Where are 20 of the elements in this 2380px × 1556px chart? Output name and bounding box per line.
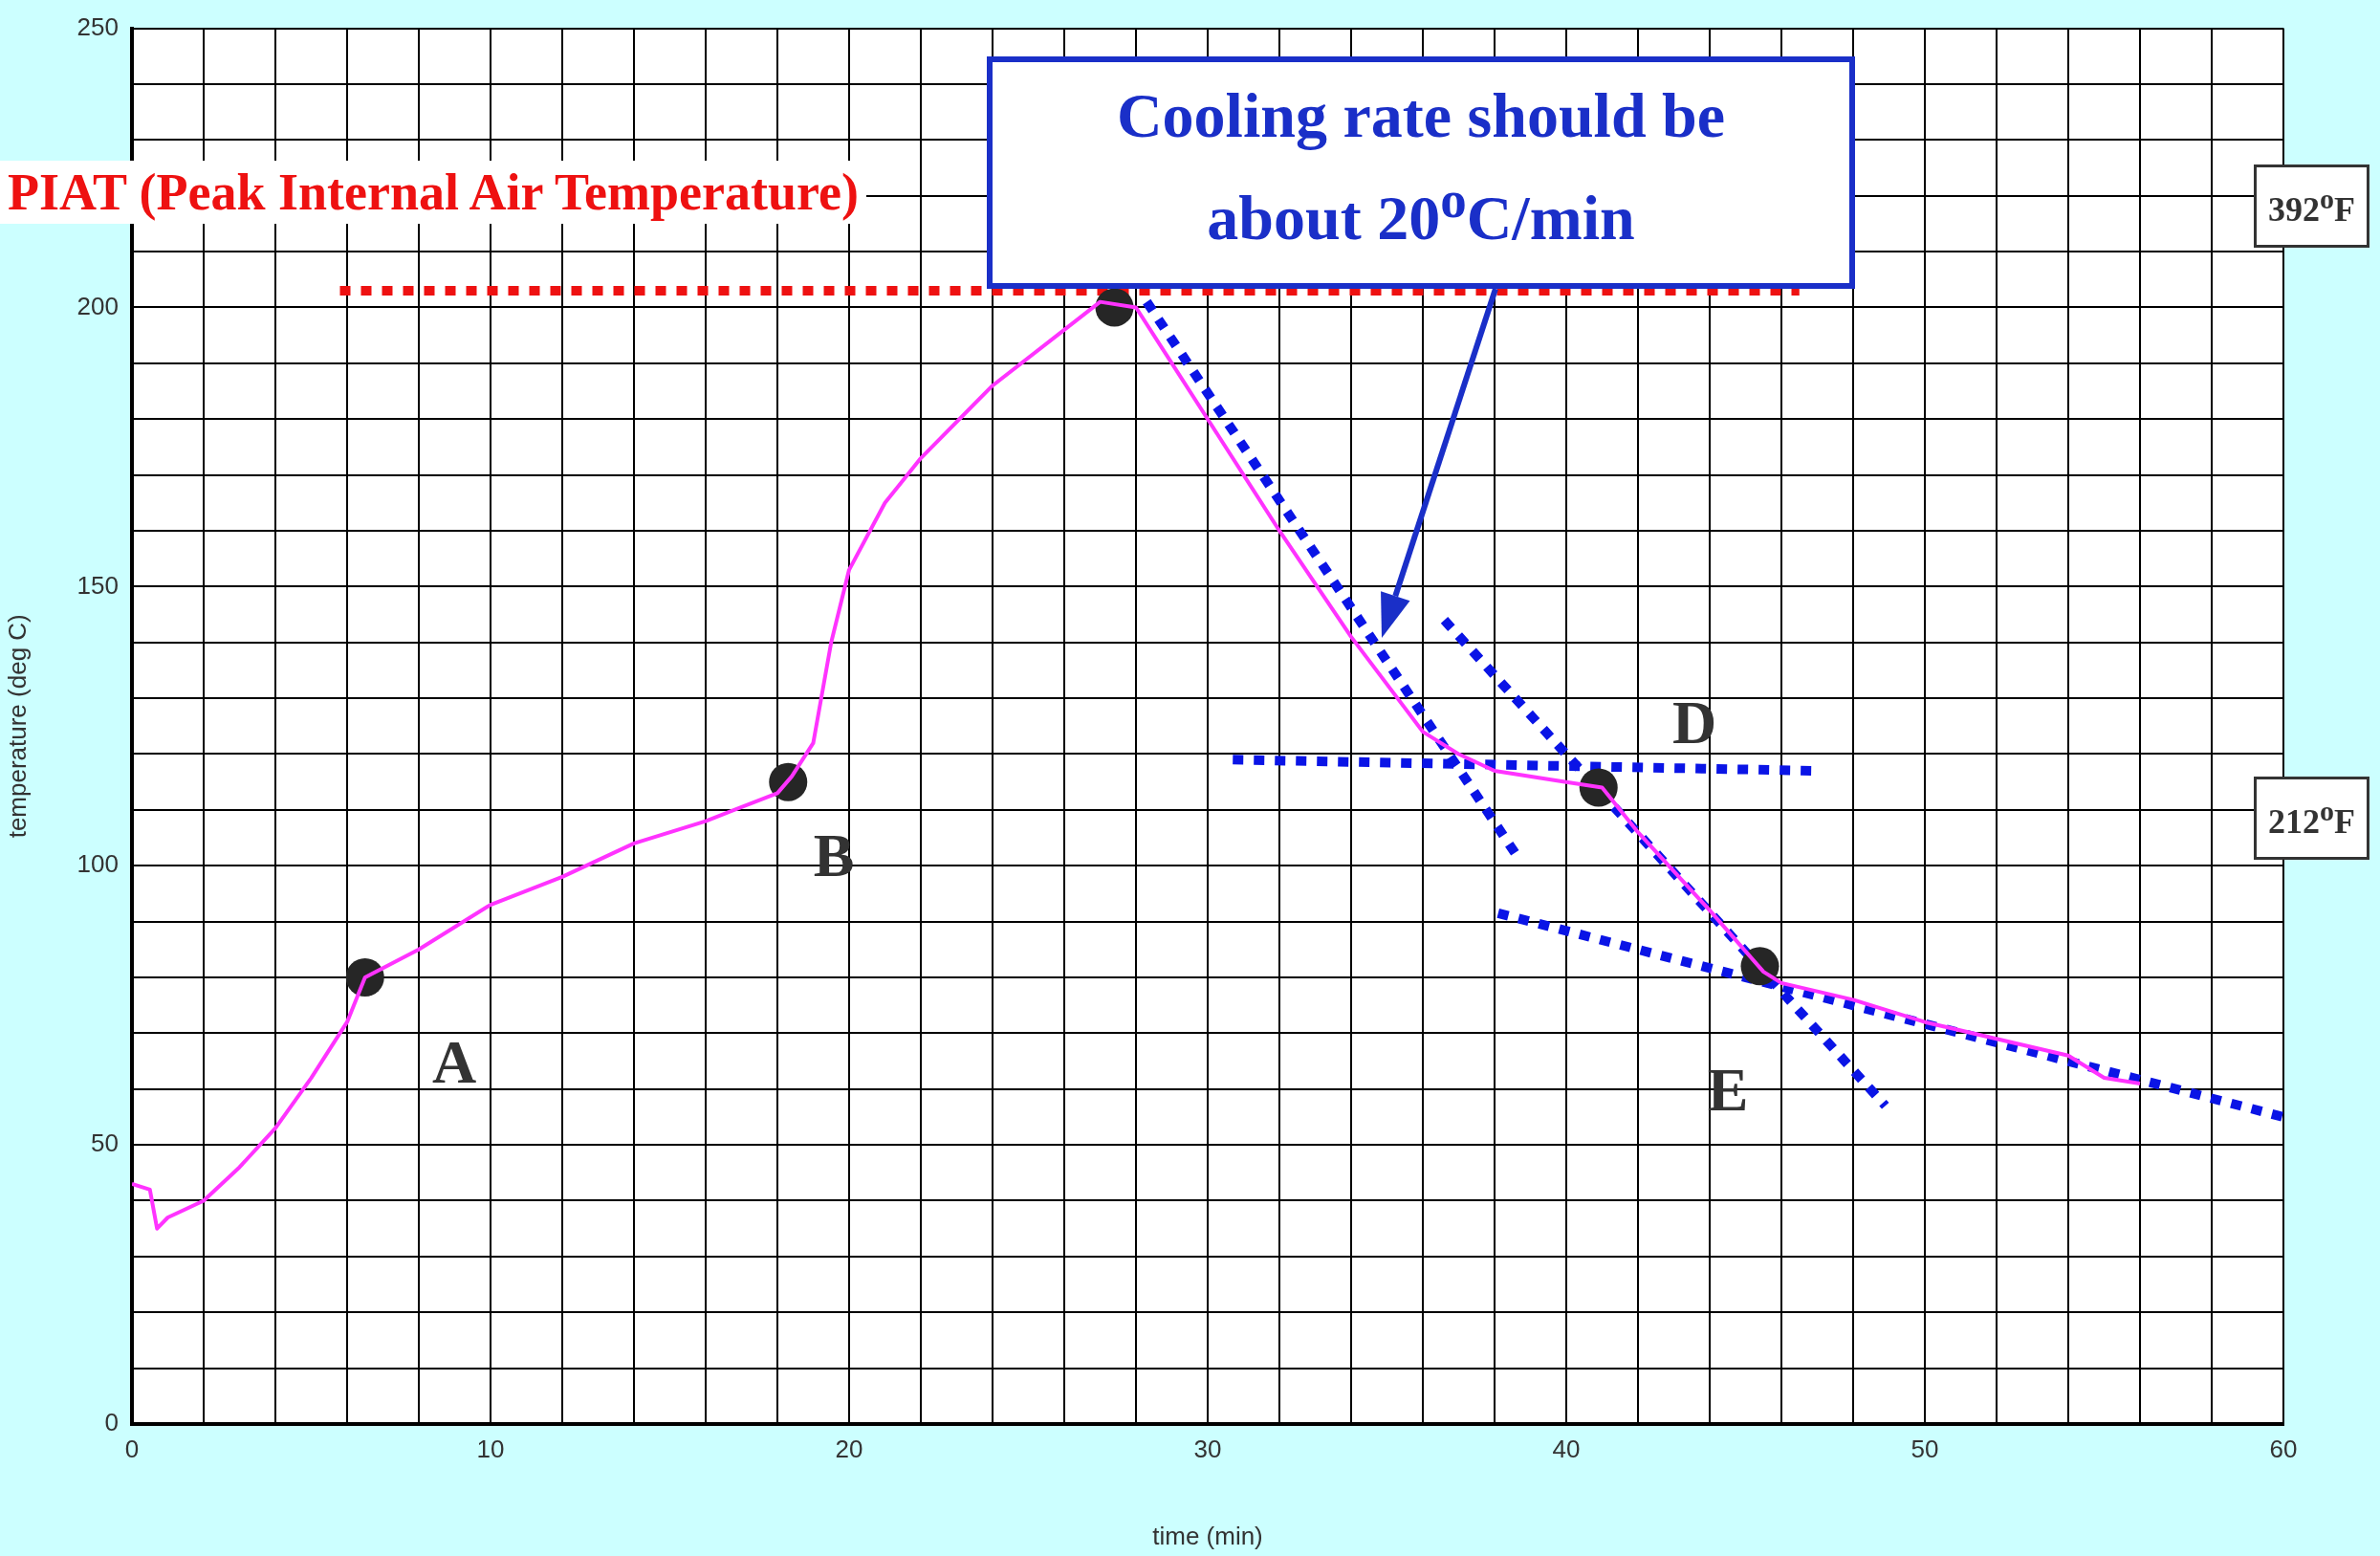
y-tick-label: 250 (76, 11, 119, 41)
annotation: A (431, 1027, 477, 1098)
y-tick-label: 0 (104, 1408, 119, 1437)
annotation: PIAT (Peak Internal Air Temperature) (0, 161, 866, 224)
x-tick-label: 20 (835, 1434, 863, 1463)
y-tick-label: 100 (76, 849, 119, 879)
annotation: 212$^{o}$F (2254, 777, 2369, 860)
y-tick-label: 150 (76, 570, 119, 600)
y-tick-label: 200 (76, 291, 119, 320)
annotation: 392$^{o}$F (2254, 164, 2369, 248)
y-axis-title: temperature (deg C) (2, 614, 32, 839)
x-tick-label: 50 (1911, 1434, 1939, 1463)
x-tick-label: 30 (1193, 1434, 1222, 1463)
x-tick-label: 10 (476, 1434, 505, 1463)
x-tick-label: 60 (2269, 1434, 2298, 1463)
callout-box: Cooling rate should be about 20$^{o}$C/min (987, 56, 1855, 289)
x-tick-label: 40 (1552, 1434, 1581, 1463)
x-tick-label: 0 (124, 1434, 140, 1463)
y-tick-label: 50 (91, 1129, 119, 1158)
x-axis-title: time (min) (1152, 1521, 1263, 1550)
